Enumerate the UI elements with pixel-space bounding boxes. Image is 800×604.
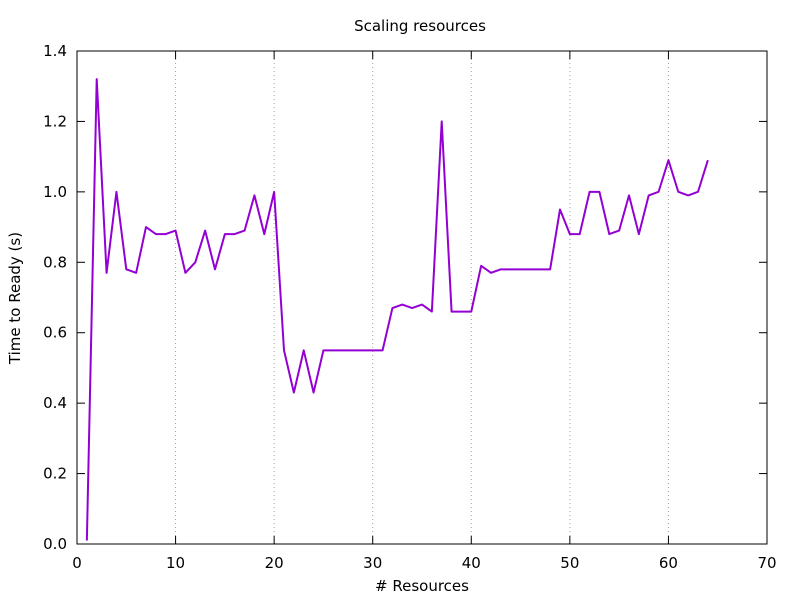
- data-point: [382, 349, 384, 351]
- data-point: [441, 120, 443, 122]
- data-point: [667, 159, 669, 161]
- data-point: [303, 349, 305, 351]
- data-point: [332, 349, 334, 351]
- data-point: [431, 311, 433, 313]
- data-point: [253, 194, 255, 196]
- data-point: [658, 191, 660, 193]
- plot-frame: [76, 50, 768, 545]
- x-tick-label: 70: [757, 554, 776, 572]
- data-point: [322, 349, 324, 351]
- data-point: [687, 194, 689, 196]
- data-point: [549, 268, 551, 270]
- data-point: [194, 261, 196, 263]
- data-point: [411, 307, 413, 309]
- data-point: [608, 233, 610, 235]
- data-point: [214, 268, 216, 270]
- data-point: [313, 392, 315, 394]
- x-tick-label: 20: [265, 554, 284, 572]
- x-tick-label: 60: [659, 554, 678, 572]
- data-point: [529, 268, 531, 270]
- y-tick-label: 0.6: [43, 324, 67, 342]
- data-point: [618, 230, 620, 232]
- data-point: [175, 230, 177, 232]
- x-axis-label: # Resources: [375, 577, 469, 595]
- data-point: [579, 233, 581, 235]
- x-tick-label: 50: [560, 554, 579, 572]
- series-layer: [85, 78, 709, 541]
- data-point: [510, 268, 512, 270]
- data-point: [401, 304, 403, 306]
- data-point: [638, 233, 640, 235]
- x-tick-label: 10: [166, 554, 185, 572]
- y-tick-label: 1.2: [43, 112, 67, 130]
- data-point: [559, 208, 561, 210]
- data-point: [224, 233, 226, 235]
- series-line: [85, 78, 709, 541]
- tick-marks: [76, 50, 768, 545]
- data-point: [648, 194, 650, 196]
- tick-labels: 0 10 20 30 40 50 60 70 0.0 0.2 0.4 0.6 0.8 1.0 1.2 1.4: [43, 42, 776, 572]
- data-point: [372, 349, 374, 351]
- data-point: [125, 268, 127, 270]
- data-point: [115, 191, 117, 193]
- data-point: [184, 272, 186, 274]
- data-point: [697, 191, 699, 193]
- data-point: [86, 539, 88, 541]
- y-axis-label: Time to Ready (s): [6, 232, 24, 365]
- data-point: [352, 349, 354, 351]
- x-tick-label: 30: [363, 554, 382, 572]
- data-point: [677, 191, 679, 193]
- data-point: [234, 233, 236, 235]
- data-point: [342, 349, 344, 351]
- data-point: [539, 268, 541, 270]
- x-tick-label: 0: [72, 554, 82, 572]
- data-point: [293, 392, 295, 394]
- data-point: [707, 159, 709, 161]
- data-point: [204, 230, 206, 232]
- data-point: [391, 307, 393, 309]
- data-point: [106, 272, 108, 274]
- data-point: [244, 230, 246, 232]
- data-point: [480, 265, 482, 267]
- data-point: [500, 268, 502, 270]
- data-point: [598, 191, 600, 193]
- data-point: [263, 233, 265, 235]
- data-point: [451, 311, 453, 313]
- data-point: [628, 194, 630, 196]
- data-point: [96, 78, 98, 80]
- data-point: [283, 349, 285, 351]
- y-tick-label: 0.0: [43, 535, 67, 553]
- data-point: [569, 233, 571, 235]
- data-point: [362, 349, 364, 351]
- data-point: [421, 304, 423, 306]
- y-tick-label: 1.0: [43, 183, 67, 201]
- y-tick-label: 0.2: [43, 465, 67, 483]
- x-tick-label: 40: [462, 554, 481, 572]
- chart-title: Scaling resources: [354, 17, 486, 35]
- y-tick-label: 0.4: [43, 394, 67, 412]
- data-point: [589, 191, 591, 193]
- y-tick-label: 0.8: [43, 253, 67, 271]
- data-point: [145, 226, 147, 228]
- y-tick-label: 1.4: [43, 42, 67, 60]
- data-point: [135, 272, 137, 274]
- data-point: [273, 191, 275, 193]
- data-point: [470, 311, 472, 313]
- data-point: [520, 268, 522, 270]
- data-point: [165, 233, 167, 235]
- data-point: [155, 233, 157, 235]
- data-point: [460, 311, 462, 313]
- data-point: [490, 272, 492, 274]
